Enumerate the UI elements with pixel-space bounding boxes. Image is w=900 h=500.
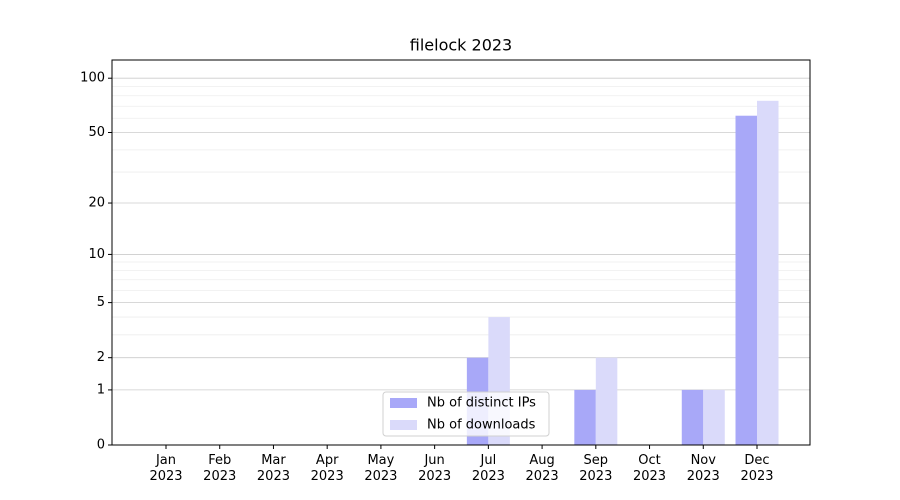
legend-label: Nb of distinct IPs: [427, 396, 536, 411]
legend-frame: [382, 391, 550, 437]
chart-title: filelock 2023: [410, 36, 512, 55]
bar: [735, 115, 757, 445]
x-tick-label: Oct 2023: [632, 453, 667, 484]
y-tick-label: 5: [97, 295, 105, 310]
y-tick-label: 2: [97, 350, 105, 365]
y-tick-label: 100: [80, 71, 105, 86]
bar: [595, 357, 618, 445]
x-tick-label: Feb 2023: [203, 453, 237, 484]
x-tick-label: Mar 2023: [256, 453, 290, 484]
legend-swatch: [390, 398, 417, 408]
x-tick-label: Apr 2023: [310, 453, 344, 484]
x-tick-label: Nov 2023: [686, 453, 720, 484]
x-tick-label: May 2023: [364, 453, 398, 484]
bar: [757, 100, 779, 445]
plot-frame: [111, 59, 811, 446]
x-tick-label: Dec 2023: [740, 453, 774, 484]
y-tick-label: 10: [88, 247, 105, 262]
x-tick-label: Jul 2023: [471, 453, 505, 484]
x-tick-label: Sep 2023: [579, 453, 613, 484]
bar: [574, 389, 596, 445]
x-tick-label: Aug 2023: [525, 453, 559, 484]
bar: [703, 389, 725, 445]
legend: Nb of distinct IPs Nb of downloads: [382, 391, 550, 437]
legend-swatch: [390, 420, 417, 430]
y-tick-label: 0: [97, 438, 105, 453]
bar: [681, 389, 704, 445]
legend-label: Nb of downloads: [427, 418, 536, 433]
x-tick-label: Jan 2023: [149, 453, 183, 484]
x-tick-label: Jun 2023: [418, 453, 452, 484]
y-tick-label: 20: [88, 196, 105, 211]
y-tick-label: 1: [97, 382, 105, 397]
y-tick-label: 50: [88, 125, 105, 140]
